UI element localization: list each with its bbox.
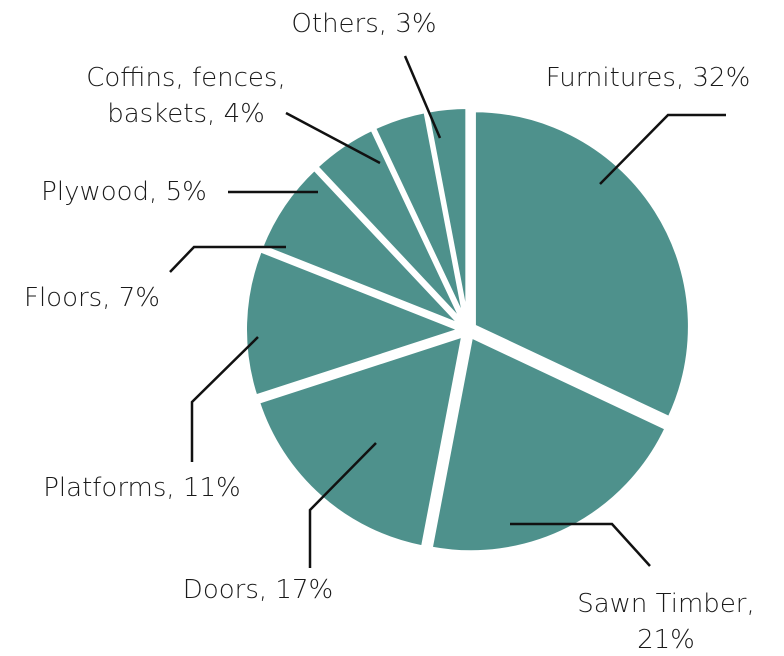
- label-line: Furnitures, 32%: [546, 63, 751, 93]
- label-plywood: Plywood, 5%: [41, 177, 207, 207]
- pie-slices: [243, 105, 692, 555]
- label-line: Coffins, fences,: [86, 63, 285, 93]
- leader-line-platforms: [190, 336, 259, 462]
- label-furnitures: Furnitures, 32%: [546, 63, 751, 93]
- slice-labels: Furnitures, 32% Sawn Timber, 21% Doors, 17%…: [24, 9, 755, 655]
- leader-line-furnitures: [599, 113, 726, 185]
- leader-line-sawn-timber: [510, 522, 651, 567]
- label-line: Floors, 7%: [24, 283, 160, 313]
- leader-line-others: [403, 55, 442, 139]
- slice-furnitures: [471, 108, 692, 421]
- label-line: baskets, 4%: [107, 99, 265, 129]
- leader-line-floors: [169, 245, 286, 273]
- leader-line-doors: [308, 442, 377, 568]
- slice-others: [424, 105, 470, 326]
- label-floors: Floors, 7%: [24, 283, 160, 313]
- label-line: Doors, 17%: [183, 575, 333, 605]
- slice-doors: [255, 333, 466, 550]
- slice-sawn-timber: [428, 334, 669, 555]
- label-line: Others, 3%: [291, 9, 436, 39]
- label-coffins-fences-baskets: Coffins, fences, baskets, 4%: [86, 63, 285, 129]
- label-others: Others, 3%: [291, 9, 436, 39]
- label-line: 21%: [637, 625, 695, 655]
- slice-platforms: [243, 248, 464, 399]
- label-line: Plywood, 5%: [41, 177, 207, 207]
- label-sawn-timber: Sawn Timber, 21%: [577, 589, 755, 655]
- label-line: Sawn Timber,: [577, 589, 755, 619]
- leader-line-coffins-fences-baskets: [285, 111, 381, 165]
- leader-lines: [169, 55, 726, 568]
- label-line: Platforms, 11%: [43, 473, 241, 503]
- label-doors: Doors, 17%: [183, 575, 333, 605]
- label-platforms: Platforms, 11%: [43, 473, 241, 503]
- slice-plywood: [314, 126, 467, 327]
